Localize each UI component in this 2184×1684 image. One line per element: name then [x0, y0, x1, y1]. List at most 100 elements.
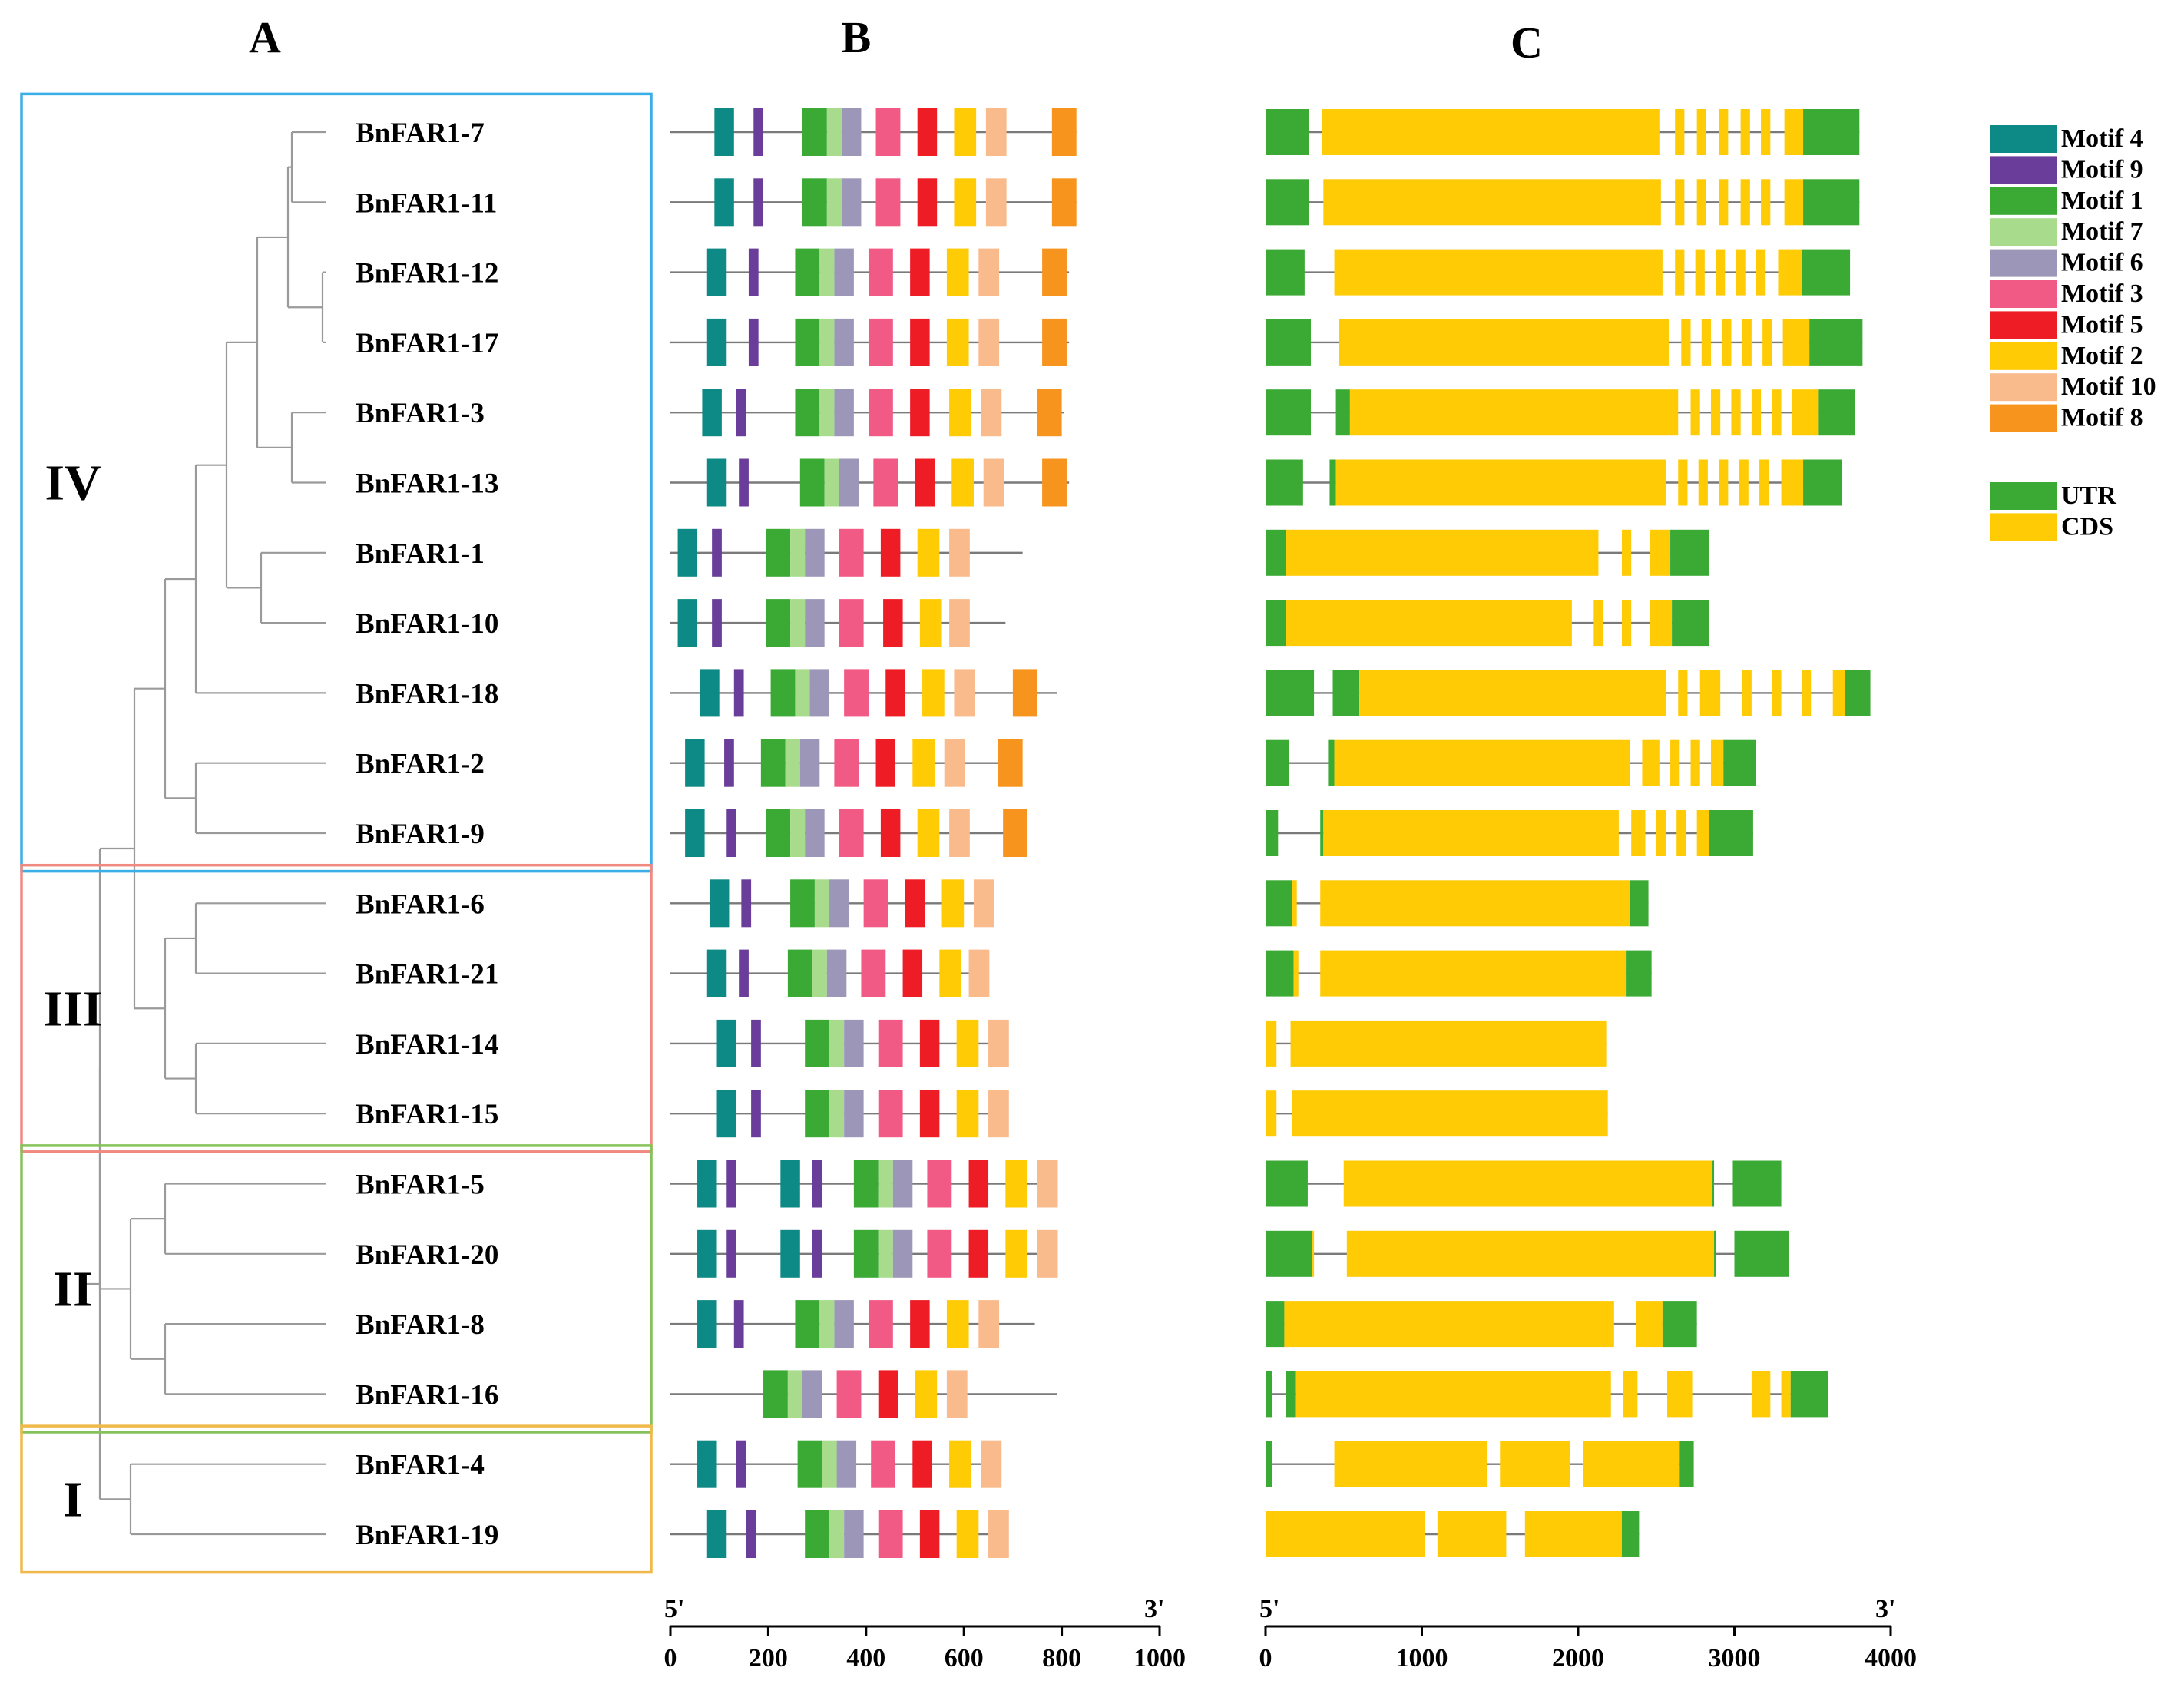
motif-1-box — [853, 1229, 879, 1278]
gene-structure-row — [1266, 1160, 1782, 1207]
cds-segment — [1670, 739, 1680, 786]
motif-5-box — [910, 389, 930, 437]
motif-7-box — [790, 599, 806, 647]
motif-9-box — [736, 1440, 746, 1488]
utr-segment — [1266, 1371, 1272, 1418]
legend-swatch — [1990, 125, 2057, 153]
motif-9-box — [726, 809, 736, 857]
cds-segment — [1784, 179, 1804, 226]
motif-2-box — [946, 248, 969, 296]
motif-7-box — [826, 108, 842, 156]
motif-2-box — [939, 949, 962, 997]
subfamily-box-II — [20, 1144, 653, 1434]
motif-4-box — [697, 1440, 717, 1488]
axis-tick-label: 400 — [846, 1644, 885, 1672]
motif-7-box — [819, 1300, 835, 1348]
motif-7-box — [822, 1440, 837, 1488]
motif-row — [670, 248, 1070, 296]
motif-10-box — [949, 809, 970, 857]
gene-label: BnFAR1-1 — [356, 538, 485, 570]
motif-4-box — [716, 1090, 736, 1138]
motif-6-box — [826, 949, 847, 997]
motif-3-box — [868, 1300, 893, 1348]
utr-segment — [1672, 600, 1709, 647]
motif-2-box — [941, 879, 965, 928]
utr-segment — [1662, 1301, 1697, 1348]
motif-6-box — [802, 1370, 822, 1418]
motif-10-box — [1037, 1160, 1058, 1208]
gene-label: BnFAR1-10 — [356, 608, 498, 640]
motif-6-box — [841, 178, 862, 227]
motif-4-box — [706, 458, 727, 507]
motif-panel — [670, 108, 1077, 1558]
cds-segment — [1761, 109, 1771, 155]
legend-label: UTR — [2061, 481, 2116, 510]
gene-structure-row — [1266, 950, 1652, 997]
motif-8-box — [1037, 389, 1062, 437]
utr-segment — [1286, 1371, 1296, 1418]
cds-segment — [1759, 459, 1769, 506]
motif-10-box — [949, 599, 970, 647]
cds-segment — [1719, 459, 1729, 506]
utr-segment — [1630, 880, 1649, 927]
motif-1-box — [805, 1510, 830, 1558]
cds-segment — [1292, 1090, 1608, 1137]
motif-row — [670, 528, 1023, 577]
motif-4-box — [716, 1019, 736, 1067]
motif-row — [670, 669, 1057, 717]
gene-structure-row — [1266, 1230, 1789, 1277]
cds-segment — [1772, 670, 1782, 716]
legend-swatch — [1990, 373, 2057, 402]
motif-10-box — [981, 1440, 1002, 1488]
axes: 0 200 400 600 800 1000 5' 3' 0 1000 2000 3000 4000 5'… — [664, 1595, 1918, 1672]
legend-swatch — [1990, 342, 2057, 370]
motif-2-box — [949, 1440, 971, 1488]
phylogenetic-tree — [84, 131, 326, 1536]
motif-row — [670, 458, 1070, 507]
motif-9-box — [739, 458, 749, 507]
cds-segment — [1681, 319, 1691, 366]
cds-segment — [1335, 459, 1666, 506]
motif-row — [670, 318, 1070, 366]
axis-tick-label: 0 — [664, 1644, 677, 1672]
gene-structure-row — [1266, 1511, 1640, 1557]
motif-row — [670, 879, 994, 928]
utr-segment — [1266, 1230, 1313, 1277]
panel-c-label: C — [1511, 18, 1543, 68]
gene-label: BnFAR1-7 — [356, 117, 485, 149]
utr-segment — [1734, 1230, 1789, 1277]
motif-6-box — [834, 248, 854, 296]
motif-10-box — [988, 1510, 1009, 1558]
motif-6-box — [805, 528, 825, 577]
utr-segment — [1335, 389, 1350, 436]
motif-8-box — [1042, 318, 1067, 366]
motif-row — [670, 739, 1023, 787]
cds-segment — [1621, 529, 1632, 576]
motif-10-box — [978, 318, 1000, 366]
legend-swatch — [1990, 482, 2057, 510]
cds-segment — [1762, 319, 1772, 366]
motif-9-box — [751, 1090, 761, 1138]
legend-swatch — [1990, 513, 2057, 541]
motif-1-box — [805, 1090, 830, 1138]
motif-10-box — [988, 1090, 1009, 1138]
motif-1-box — [802, 108, 827, 156]
utr-segment — [1266, 600, 1286, 647]
utr-segment — [1679, 1441, 1694, 1487]
gene-structure-row — [1266, 1371, 1828, 1418]
motif-3-box — [839, 599, 864, 647]
utr-segment — [1809, 319, 1863, 366]
motif-row — [670, 1440, 1002, 1488]
cds-segment — [1742, 670, 1752, 716]
cds-segment — [1701, 319, 1711, 366]
motif-3-box — [868, 389, 893, 437]
axis-tick-label: 200 — [749, 1644, 788, 1672]
utr-segment — [1790, 1371, 1828, 1418]
motif-7-box — [812, 949, 827, 997]
cds-segment — [1678, 459, 1688, 506]
motif-2-box — [946, 1300, 969, 1348]
gene-label: BnFAR1-18 — [356, 678, 498, 710]
motif-9-box — [726, 1160, 736, 1208]
axis-tick-label: 600 — [945, 1644, 984, 1672]
